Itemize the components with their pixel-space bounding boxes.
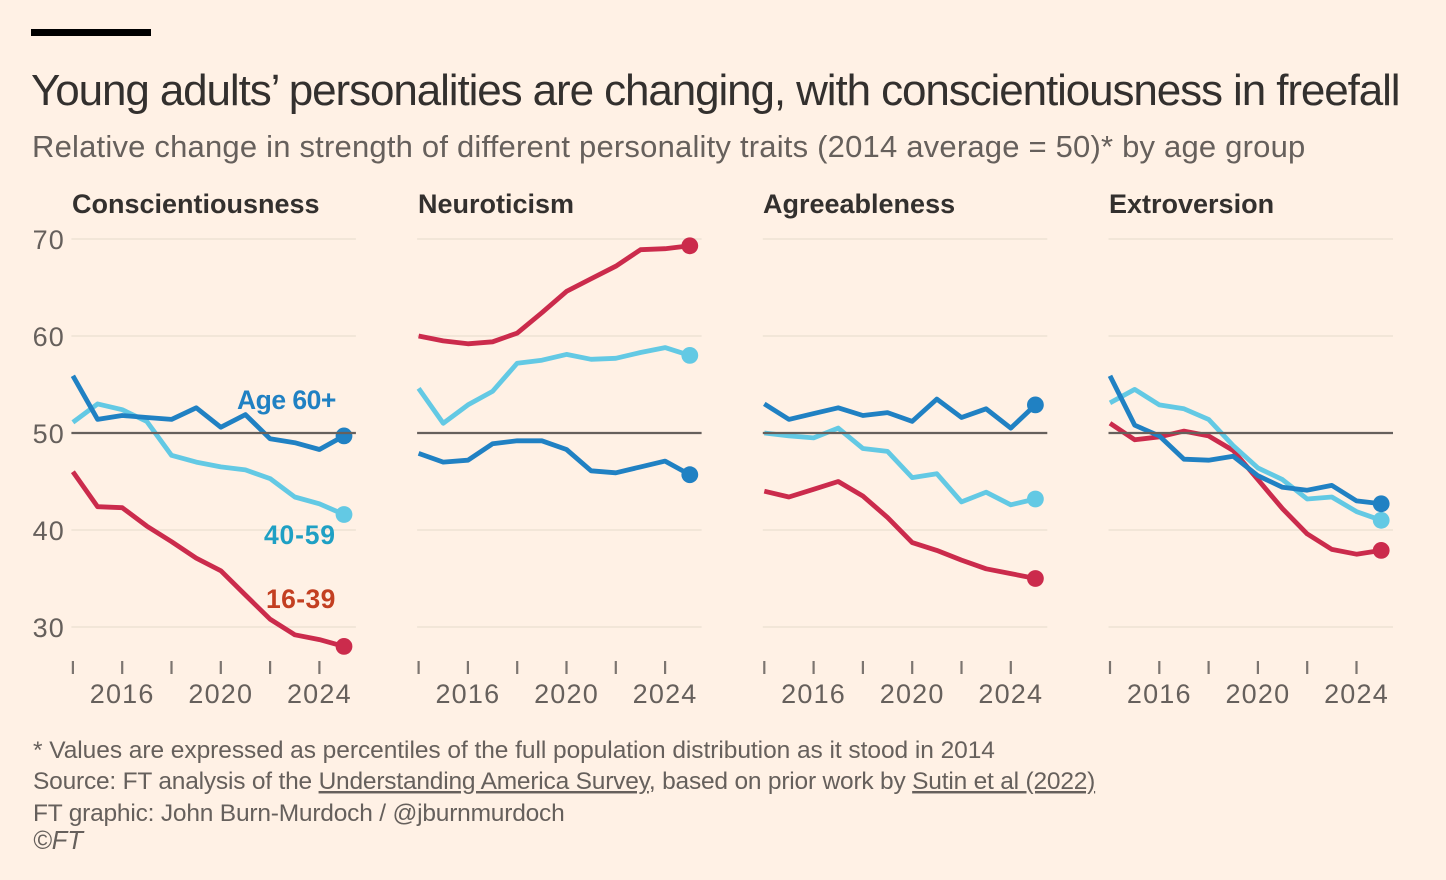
svg-text:* Values are expressed as perc: * Values are expressed as percentiles of…	[33, 737, 995, 764]
svg-text:Agreeableness: Agreeableness	[763, 189, 955, 219]
svg-text:FT graphic: John Burn-Murdoch: FT graphic: John Burn-Murdoch / @jburnmu…	[33, 800, 565, 827]
svg-text:30: 30	[33, 613, 65, 643]
svg-text:2020: 2020	[534, 679, 599, 709]
svg-text:2016: 2016	[435, 679, 500, 709]
svg-text:2016: 2016	[90, 679, 155, 709]
svg-text:2024: 2024	[978, 679, 1043, 709]
svg-text:2020: 2020	[1225, 679, 1290, 709]
svg-text:16-39: 16-39	[266, 584, 336, 614]
svg-text:2024: 2024	[287, 679, 352, 709]
svg-text:Source: FT analysis of the Und: Source: FT analysis of the Understanding…	[33, 768, 1095, 795]
svg-text:©FT: ©FT	[33, 827, 85, 855]
svg-text:Neuroticism: Neuroticism	[418, 189, 574, 219]
svg-text:2024: 2024	[633, 679, 698, 709]
svg-text:40: 40	[33, 516, 65, 546]
svg-text:Relative change in strength of: Relative change in strength of different…	[32, 129, 1305, 164]
svg-text:Extroversion: Extroversion	[1109, 189, 1274, 219]
svg-text:2020: 2020	[880, 679, 945, 709]
svg-text:60: 60	[33, 322, 65, 352]
svg-text:2016: 2016	[781, 679, 846, 709]
svg-text:Young adults’ personalities ar: Young adults’ personalities are changing…	[31, 66, 1400, 115]
svg-text:Age 60+: Age 60+	[237, 385, 336, 415]
svg-text:40-59: 40-59	[264, 520, 336, 550]
svg-text:70: 70	[33, 225, 65, 255]
svg-text:2016: 2016	[1127, 679, 1192, 709]
svg-text:50: 50	[33, 419, 65, 449]
svg-text:2020: 2020	[188, 679, 253, 709]
svg-text:Conscientiousness: Conscientiousness	[72, 189, 320, 219]
svg-text:2024: 2024	[1324, 679, 1389, 709]
